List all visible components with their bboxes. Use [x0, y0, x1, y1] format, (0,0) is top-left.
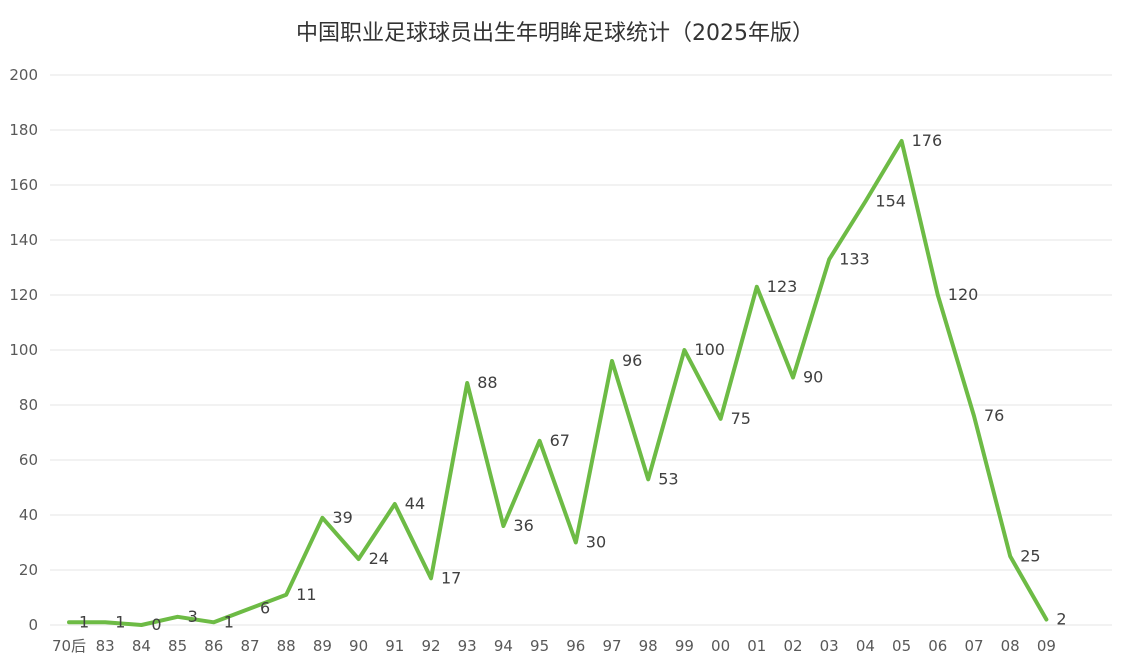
data-label: 11: [296, 585, 316, 604]
data-label: 120: [948, 285, 979, 304]
data-label: 67: [550, 431, 570, 450]
data-label: 76: [984, 406, 1004, 425]
data-label: 2: [1056, 610, 1066, 629]
y-tick-label: 20: [19, 561, 38, 579]
x-tick-label: 89: [313, 637, 332, 655]
x-tick-label: 97: [602, 637, 621, 655]
x-tick-label: 06: [928, 637, 947, 655]
x-tick-label: 96: [566, 637, 585, 655]
x-tick-label: 88: [277, 637, 296, 655]
data-label: 88: [477, 373, 497, 392]
x-tick-label: 04: [856, 637, 875, 655]
x-tick-label: 92: [421, 637, 440, 655]
data-label: 133: [839, 249, 870, 268]
y-tick-label: 0: [28, 616, 38, 634]
x-tick-label: 09: [1037, 637, 1056, 655]
data-label: 154: [875, 192, 906, 211]
data-label: 53: [658, 469, 678, 488]
x-tick-label: 01: [747, 637, 766, 655]
chart-title: 中国职业足球球员出生年明眸足球统计（2025年版）: [296, 21, 814, 46]
data-label: 1: [79, 612, 89, 631]
x-tick-label: 85: [168, 637, 187, 655]
x-tick-label: 00: [711, 637, 730, 655]
y-axis: 0 20 40 60 80 100 120 140 160 180 200: [9, 66, 38, 634]
data-label: 3: [188, 607, 198, 626]
x-tick-label: 99: [675, 637, 694, 655]
series-line: [67, 139, 1049, 627]
y-tick-label: 160: [9, 176, 38, 194]
x-tick-label: 94: [494, 637, 513, 655]
data-label: 6: [260, 599, 270, 618]
x-tick-label: 70后: [52, 637, 86, 655]
x-tick-label: 03: [820, 637, 839, 655]
data-label: 0: [151, 615, 161, 634]
x-tick-label: 93: [458, 637, 477, 655]
x-tick-label: 07: [964, 637, 983, 655]
x-tick-label: 90: [349, 637, 368, 655]
x-tick-label: 87: [240, 637, 259, 655]
x-tick-label: 05: [892, 637, 911, 655]
data-label: 25: [1020, 546, 1040, 565]
x-axis: 70后 83 84 85 86 87 88 89 90 91 92 93 94 95 96 97 98 99 00 0…: [52, 637, 1056, 655]
y-tick-label: 140: [9, 231, 38, 249]
x-tick-label: 83: [96, 637, 115, 655]
data-label: 39: [332, 508, 352, 527]
y-tick-label: 180: [9, 121, 38, 139]
data-label: 30: [586, 533, 606, 552]
y-tick-label: 60: [19, 451, 38, 469]
x-tick-label: 02: [783, 637, 802, 655]
x-tick-label: 91: [385, 637, 404, 655]
y-tick-label: 200: [9, 66, 38, 84]
grid-lines: [50, 74, 1112, 626]
data-label: 100: [694, 340, 725, 359]
y-tick-label: 80: [19, 396, 38, 414]
y-tick-label: 120: [9, 286, 38, 304]
data-label: 1: [224, 612, 234, 631]
y-tick-label: 100: [9, 341, 38, 359]
data-label: 1: [115, 612, 125, 631]
y-tick-label: 40: [19, 506, 38, 524]
x-tick-label: 98: [639, 637, 658, 655]
x-tick-label: 08: [1001, 637, 1020, 655]
data-label: 36: [513, 516, 533, 535]
x-tick-label: 84: [132, 637, 151, 655]
data-label: 96: [622, 351, 642, 370]
data-label: 75: [731, 409, 751, 428]
series-group: [67, 139, 1049, 627]
data-label: 44: [405, 494, 425, 513]
data-label: 17: [441, 568, 461, 587]
data-label: 90: [803, 368, 823, 387]
data-labels: 1 1 0 3 161139244417883667309653100751239013…: [79, 131, 1067, 634]
data-label: 24: [369, 549, 389, 568]
data-label: 123: [767, 277, 798, 296]
x-tick-label: 86: [204, 637, 223, 655]
x-tick-label: 95: [530, 637, 549, 655]
data-label: 176: [912, 131, 943, 150]
